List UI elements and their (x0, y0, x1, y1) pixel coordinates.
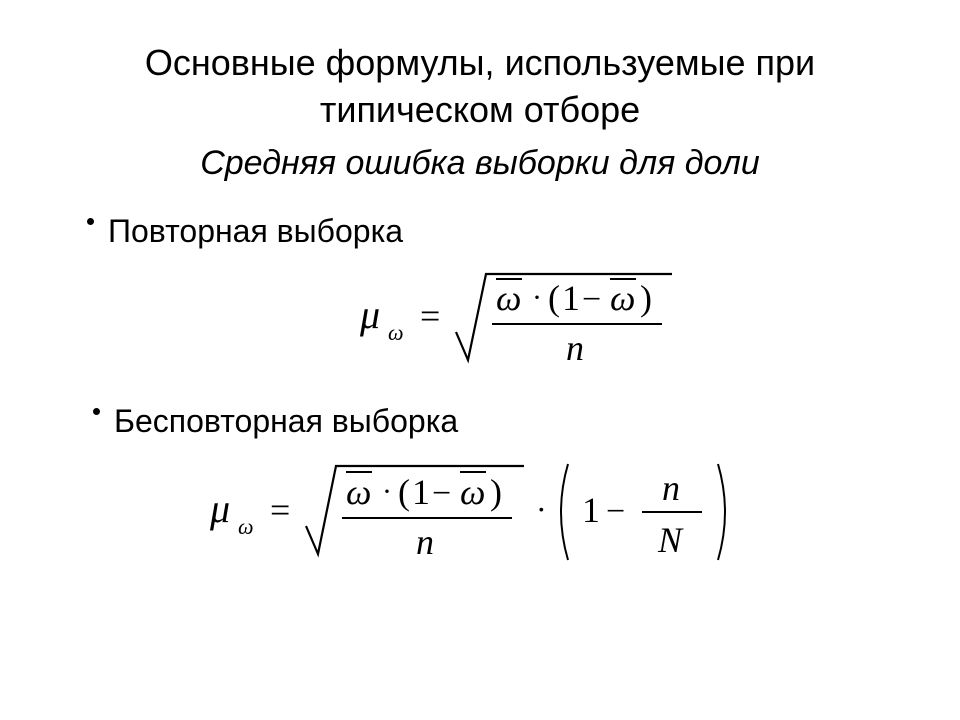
formula-2-svg: μ ω = ω · ( 1 − ω ) n · 1 − n N (150, 450, 810, 580)
f2-mu: μ (209, 486, 230, 531)
f1-minus: − (582, 281, 601, 318)
f1-omega1: ω (496, 278, 521, 318)
f2-minus2: − (606, 493, 625, 530)
f2-dot2: · (536, 491, 547, 527)
f2-n1: n (416, 522, 434, 562)
bullet-dot-icon (93, 408, 100, 415)
f1-omega2: ω (610, 278, 635, 318)
f2-bigparen-close (718, 464, 725, 560)
f2-sub: ω (238, 514, 254, 539)
f1-popen: ( (548, 278, 560, 318)
bullet-text-2: Бесповторная выборка (114, 403, 458, 440)
f1-n: n (566, 328, 584, 368)
f2-one2: 1 (582, 490, 600, 530)
f1-one: 1 (562, 278, 580, 318)
page-subtitle: Средняя ошибка выборки для доли (75, 144, 885, 183)
f1-mu: μ (359, 292, 380, 337)
f1-dot: · (532, 281, 542, 314)
f2-dot1: · (382, 475, 392, 508)
f2-omega1: ω (346, 472, 371, 512)
title-line-1: Основные формулы, используемые при (145, 42, 815, 83)
f1-pclose: ) (640, 278, 652, 318)
f2-one1: 1 (412, 472, 430, 512)
bullet-item-1: Повторная выборка (87, 213, 885, 250)
f2-eq: = (270, 490, 290, 530)
bullet-text-1: Повторная выборка (108, 213, 403, 250)
page-title: Основные формулы, используемые при типич… (75, 40, 885, 134)
title-line-2: типическом отборе (320, 89, 640, 130)
bullet-item-2: Бесповторная выборка (93, 403, 885, 440)
formula-1: μ ω = ω · ( 1 − ω ) n (75, 260, 885, 385)
f2-pclose: ) (490, 472, 502, 512)
f2-minus1: − (432, 475, 451, 512)
f2-omega2: ω (460, 472, 485, 512)
f2-frac-num: n (662, 468, 680, 508)
f2-bigparen-open (561, 464, 568, 560)
f1-sub: ω (388, 320, 404, 345)
formula-2: μ ω = ω · ( 1 − ω ) n · 1 − n N (75, 450, 885, 585)
f2-popen: ( (398, 472, 410, 512)
formula-1-svg: μ ω = ω · ( 1 − ω ) n (270, 260, 690, 380)
f1-eq: = (420, 296, 440, 336)
bullet-dot-icon (87, 218, 94, 225)
f2-frac-den: N (657, 520, 684, 560)
